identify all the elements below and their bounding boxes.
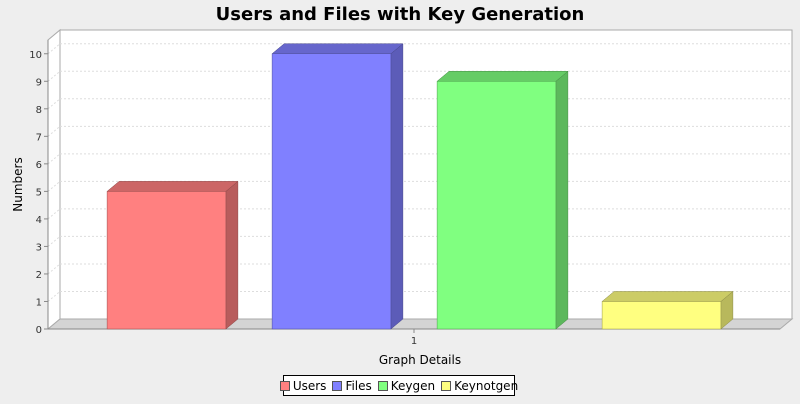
chart-legend: Users Files Keygen Keynotgen bbox=[279, 375, 518, 396]
y-tick-label: 2 bbox=[36, 270, 42, 281]
gridline-depth bbox=[47, 70, 61, 82]
bar-files bbox=[271, 53, 392, 330]
gridline-depth bbox=[47, 98, 61, 110]
gridline-depth bbox=[47, 208, 61, 220]
bar-keygen-side bbox=[555, 70, 569, 330]
chart-title: Users and Files with Key Generation bbox=[216, 4, 585, 25]
y-tick-label: 5 bbox=[36, 187, 42, 198]
gridline-depth bbox=[47, 236, 61, 247]
y-tick-label: 1 bbox=[36, 297, 42, 308]
gridline-depth bbox=[47, 153, 61, 165]
bar-users-top bbox=[106, 181, 239, 192]
bar-files-top bbox=[271, 43, 404, 55]
bar-users-side bbox=[225, 180, 239, 330]
bar-users bbox=[106, 191, 227, 330]
plot-left-wall bbox=[47, 28, 61, 331]
x-axis-label: Graph Details bbox=[379, 353, 461, 367]
bar-keynotgen-top bbox=[601, 291, 734, 302]
y-tick-label: 4 bbox=[36, 215, 42, 226]
x-tick-label: 1 bbox=[411, 336, 417, 347]
legend-label: Keygen bbox=[390, 378, 436, 393]
y-tick-label: 3 bbox=[36, 242, 42, 253]
y-tick-label: 9 bbox=[36, 77, 42, 88]
bar-files-side bbox=[390, 43, 404, 330]
legend-item-files: Files bbox=[332, 378, 372, 393]
legend-swatch bbox=[377, 380, 388, 391]
gridline-depth bbox=[47, 263, 61, 275]
gridline-depth bbox=[47, 43, 61, 55]
gridline-depth bbox=[47, 180, 61, 192]
y-tick-label: 0 bbox=[36, 325, 42, 336]
legend-label: Users bbox=[292, 378, 327, 393]
legend-item-users: Users bbox=[279, 378, 327, 393]
y-tick-label: 10 bbox=[29, 50, 42, 61]
legend-label: Files bbox=[345, 378, 372, 393]
bar-keynotgen bbox=[601, 301, 722, 330]
y-tick-label: 6 bbox=[36, 160, 42, 171]
legend-swatch bbox=[279, 380, 290, 391]
y-tick-label: 7 bbox=[36, 132, 42, 143]
legend-item-keygen: Keygen bbox=[377, 378, 436, 393]
gridline-depth bbox=[47, 291, 61, 302]
y-axis-label: Numbers bbox=[11, 157, 25, 211]
y-tick-label: 8 bbox=[36, 105, 42, 116]
legend-item-keynotgen: Keynotgen bbox=[441, 379, 518, 393]
bar-keygen-top bbox=[436, 71, 569, 82]
bar-keygen bbox=[436, 81, 557, 330]
legend-label: Keynotgen bbox=[454, 378, 519, 393]
gridline-depth bbox=[47, 125, 61, 137]
legend-swatch bbox=[441, 380, 452, 391]
legend-swatch bbox=[332, 380, 343, 391]
